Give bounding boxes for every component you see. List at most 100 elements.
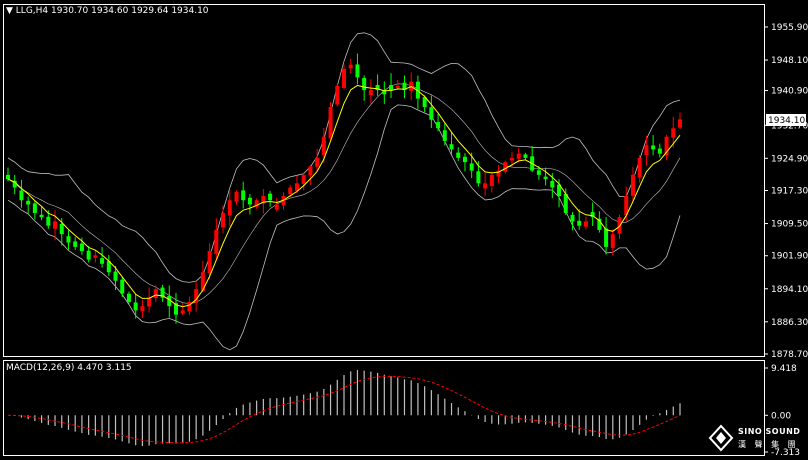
- candle-body: [261, 196, 266, 204]
- price-tick-label: 1878.70: [771, 350, 808, 360]
- macd-tick-label: 0.00: [771, 411, 791, 421]
- candle-body: [442, 130, 447, 141]
- candle-body: [241, 190, 246, 201]
- candle-body: [510, 157, 514, 161]
- candle-body: [342, 68, 346, 89]
- macd-tick-label: 9.418: [771, 364, 797, 374]
- candle-body: [79, 243, 84, 252]
- candle-body: [147, 297, 152, 307]
- candle-body: [207, 251, 212, 274]
- candle-body: [543, 176, 548, 180]
- candle-body: [637, 157, 642, 178]
- candle-body: [570, 214, 575, 222]
- macd-header: MACD(12,26,9) 4.470 3.115: [6, 363, 132, 373]
- price-tick-label: 1909.50: [771, 220, 808, 230]
- candle-body: [604, 228, 609, 247]
- main-pane: [3, 4, 765, 357]
- candle-body: [597, 218, 602, 230]
- candle-body: [133, 302, 138, 311]
- candle-body: [395, 85, 400, 88]
- candle-body: [221, 212, 226, 228]
- candle-body: [651, 145, 656, 150]
- candle-body: [483, 183, 488, 189]
- price-tick-label: 1894.10: [771, 285, 808, 295]
- candle-body: [402, 82, 407, 91]
- candle-body: [489, 174, 494, 187]
- candle-body: [415, 81, 420, 99]
- candle-body: [180, 310, 185, 314]
- candle-body: [523, 154, 528, 158]
- candle-body: [624, 196, 629, 215]
- candle-body: [422, 97, 427, 108]
- candle-body: [66, 236, 71, 243]
- price-tick-label: 1886.30: [771, 318, 808, 328]
- candle-body: [678, 119, 682, 128]
- bollinger-middle: [7, 83, 681, 304]
- candle-body: [610, 234, 615, 248]
- candle-body: [46, 216, 51, 226]
- candle-body: [187, 301, 192, 312]
- candle-body: [153, 289, 158, 299]
- macd-value: 4.470: [77, 363, 103, 373]
- candle-body: [113, 271, 118, 281]
- macd-histogram: [7, 370, 681, 447]
- candle-body: [536, 170, 541, 175]
- candle-body: [429, 107, 434, 120]
- price-tick-label: 1948.10: [771, 56, 808, 66]
- candle-body: [449, 144, 454, 150]
- macd-axis: 9.418 0.00 -7.313: [764, 364, 800, 458]
- candle-body: [496, 170, 501, 177]
- price-tick-label: 1955.90: [771, 23, 808, 33]
- candle-body: [268, 193, 273, 201]
- candle-body: [274, 204, 279, 210]
- candle-body: [19, 190, 24, 201]
- macd-tick-label: -7.313: [771, 448, 800, 458]
- candle-body: [39, 214, 44, 218]
- open-value: 1930.70: [51, 6, 89, 16]
- candle-body: [281, 196, 286, 206]
- candle-body: [321, 136, 326, 155]
- price-tick-label: 1917.30: [771, 187, 808, 197]
- price-tick-label: 1901.90: [771, 252, 808, 262]
- candle-body: [227, 200, 232, 216]
- candle-body: [126, 293, 131, 302]
- symbol-header: ▼ LLG,H4 1930.70 1934.60 1929.64 1934.10: [6, 6, 209, 16]
- candle-body: [355, 64, 360, 78]
- candle-body: [106, 261, 111, 273]
- logo-name: SINO SOUND: [738, 427, 801, 436]
- candle-body: [382, 90, 387, 95]
- sinosound-logo: SINO SOUND 漢 聲 集 團: [708, 424, 806, 458]
- price-tick-label: 1940.90: [771, 87, 808, 97]
- candle-body: [362, 77, 367, 91]
- candle-body: [583, 221, 588, 227]
- candle-body: [462, 156, 467, 163]
- candle-body: [671, 128, 676, 138]
- current-price-tag: 1934.10: [766, 114, 806, 126]
- candle-body: [557, 184, 562, 197]
- candle-body: [6, 174, 10, 180]
- bollinger-lower: [7, 104, 681, 351]
- candlesticks: [6, 53, 682, 324]
- candle-body: [247, 197, 252, 205]
- candle-body: [174, 303, 178, 315]
- candle-body: [644, 145, 649, 156]
- candle-body: [12, 180, 17, 188]
- low-value: 1929.64: [131, 6, 169, 16]
- candle-body: [664, 136, 669, 156]
- candle-body: [194, 289, 199, 303]
- candle-body: [630, 174, 635, 196]
- candle-body: [308, 166, 313, 176]
- candle-body: [389, 85, 394, 91]
- candle-body: [93, 255, 98, 258]
- logo-cn: 漢 聲 集 團: [738, 440, 799, 449]
- candle-body: [657, 148, 662, 154]
- candle-body: [100, 258, 105, 264]
- candle-body: [59, 223, 64, 235]
- candle-body: [503, 162, 508, 172]
- candle-body: [335, 85, 340, 105]
- candle-body: [294, 183, 299, 191]
- dropdown-triangle-icon[interactable]: ▼: [6, 6, 13, 16]
- macd-title: MACD(12,26,9): [6, 363, 75, 373]
- macd-pane: [3, 360, 765, 456]
